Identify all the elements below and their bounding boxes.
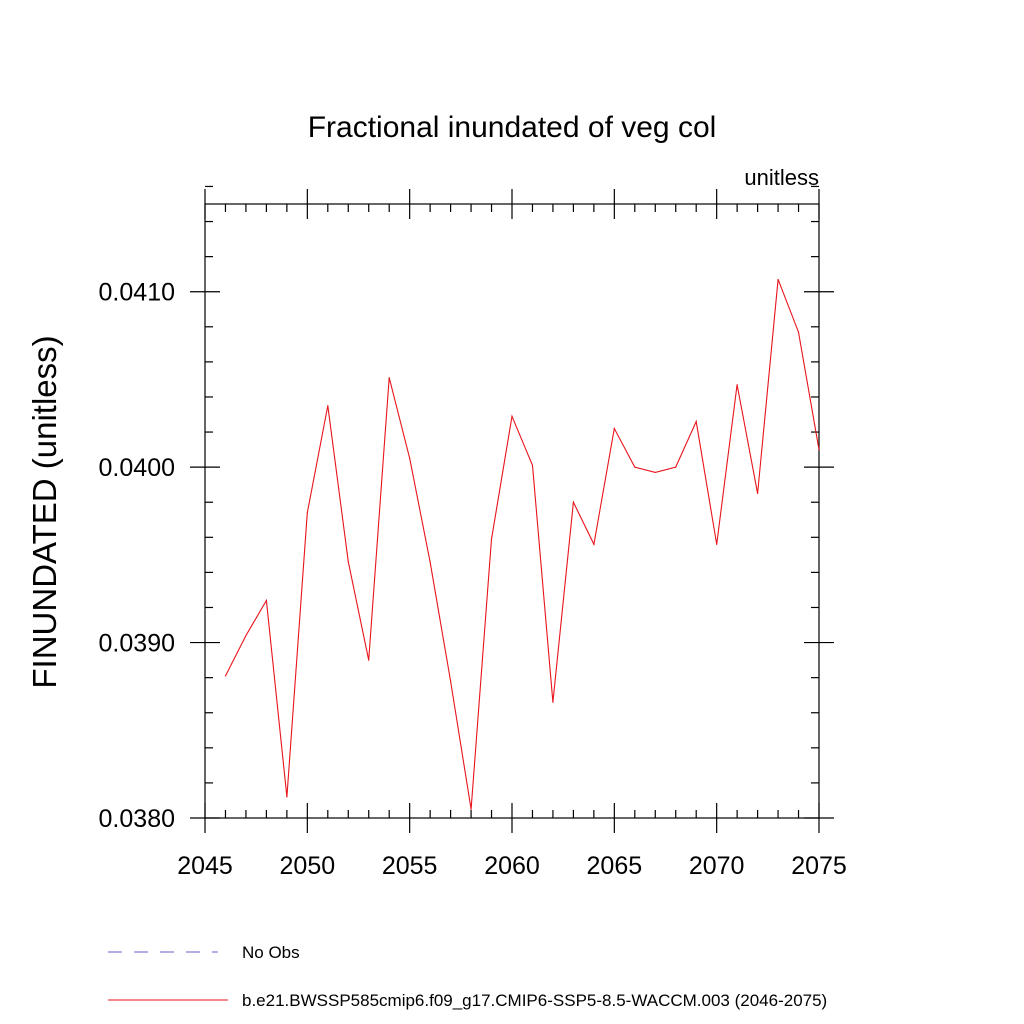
data-point [593,543,595,545]
plot-frame [204,203,820,819]
series-line-0 [225,279,820,810]
data-point [470,808,472,810]
data-point [429,561,431,563]
axis-ticks [190,185,834,833]
y-tick-label: 0.0380 [99,805,175,833]
data-point [777,278,779,281]
data-point [306,512,308,514]
data-point [818,449,820,451]
data-point [716,543,718,545]
data-point [797,331,800,333]
data-point [347,561,349,563]
x-tick-label: 2060 [484,852,540,880]
data-point [531,464,534,466]
axis-tick-labels: 2045 2050 2055 2060 2065 2070 2075 0.0380 0.0390… [99,279,847,880]
x-tick-label: 2055 [382,852,438,880]
y-tick-label: 0.0400 [99,454,175,482]
data-point [654,471,656,474]
y-tick-label: 0.0390 [99,630,175,658]
chart-title: Fractional inundated of veg col [308,111,717,144]
data-point [245,634,247,637]
data-point [634,466,636,468]
x-tick-label: 2050 [280,852,336,880]
legend-label: No Obs [242,943,300,962]
data-point [368,659,370,661]
units-label: unitless [744,165,819,190]
x-tick-label: 2070 [689,852,745,880]
data-point [613,427,615,430]
legend-label: b.e21.BWSSP585cmip6.f09_g17.CMIP6-SSP5-8… [242,991,827,1010]
x-tick-label: 2065 [587,852,643,880]
data-point [757,492,759,495]
data-point [511,415,513,417]
data-point [695,420,697,423]
x-tick-label: 2045 [177,852,233,880]
data-point [572,501,575,503]
data-point [736,384,738,386]
data-point [490,538,493,540]
y-tick-label: 0.0410 [99,279,175,307]
data-point [409,457,411,459]
data-point [388,377,390,379]
data-point [450,680,452,682]
series-layer [224,278,820,810]
data-point [265,599,267,602]
x-tick-label: 2075 [791,852,847,880]
data-point [224,675,227,677]
data-point [327,405,329,407]
data-point [286,796,288,798]
data-point [675,466,677,468]
y-axis-label: FINUNDATED (unitless) [26,335,63,688]
legend: No Obs b.e21.BWSSP585cmip6.f09_g17.CMIP6-… [108,943,827,1010]
data-point [552,701,554,703]
